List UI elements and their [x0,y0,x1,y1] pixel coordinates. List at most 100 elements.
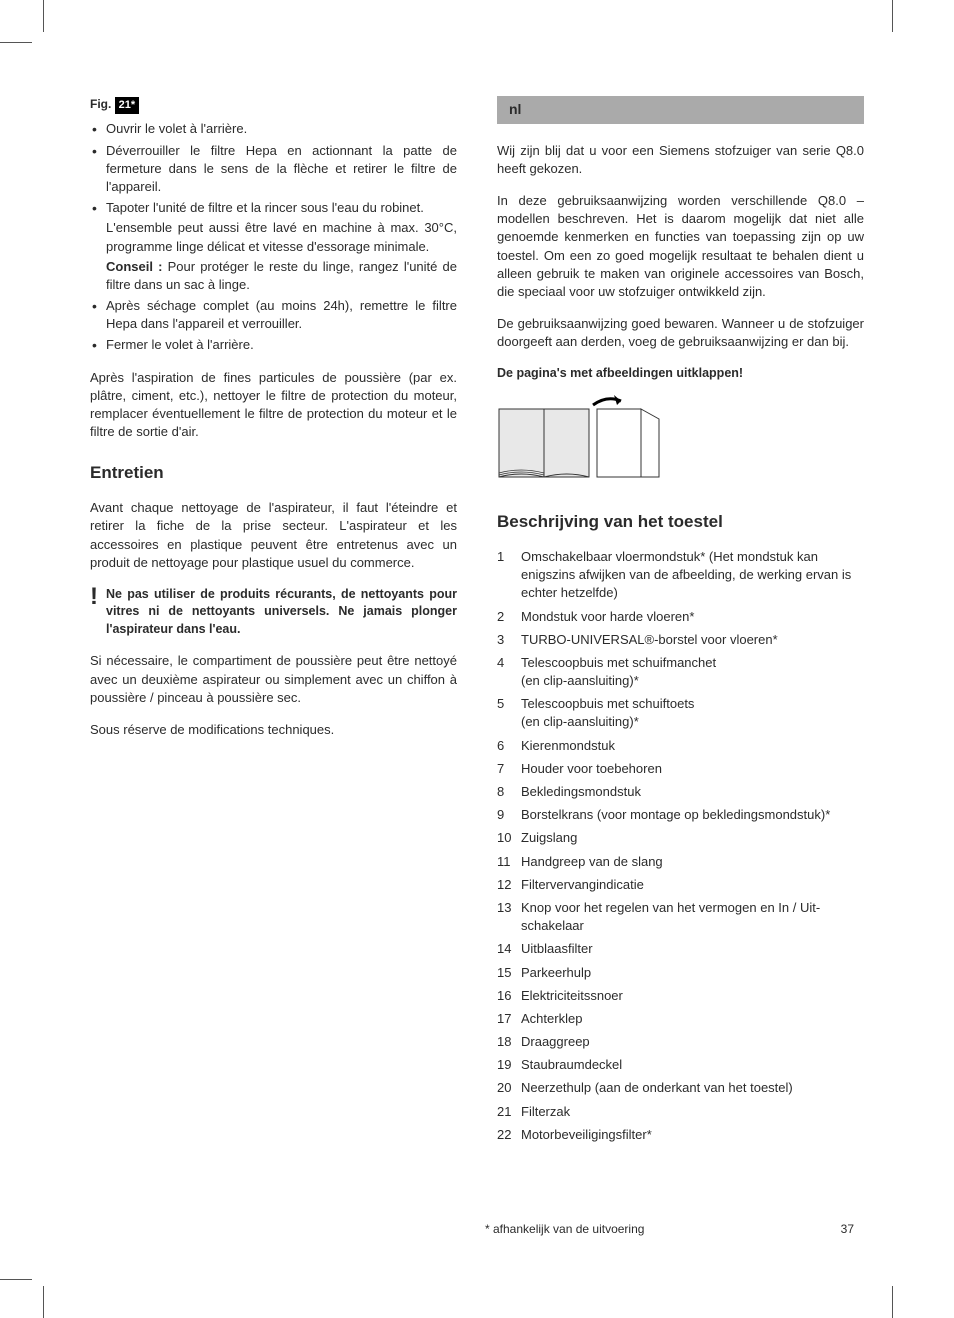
warning-block: ! Ne pas utiliser de produits récurants,… [90,586,457,639]
instruction-item: Ouvrir le volet à l'arrière. [106,120,457,138]
item-text: Zuigslang [521,829,864,847]
item-number: 1 [497,548,521,603]
left-column: Fig. 21* Ouvrir le volet à l'arrière. Dév… [90,96,457,1149]
item-number: 9 [497,806,521,824]
instruction-item: Déverrouiller le filtre Hepa en actionna… [106,142,457,197]
item-number: 2 [497,608,521,626]
item-number: 10 [497,829,521,847]
component-item: 18Draaggreep [497,1033,864,1051]
item-text: Knop voor het regelen van het vermogen e… [521,899,864,935]
crop-mark [0,42,32,43]
right-column: nl Wij zijn blij dat u voor een Siemens … [497,96,864,1149]
item-number: 4 [497,654,521,690]
item-text: Uitblaasfilter [521,940,864,958]
component-item: 4Telescoopbuis met schuifmanchet (en cli… [497,654,864,690]
item-text: TURBO-UNIVERSAL®-borstel voor vloeren* [521,631,864,649]
item-number: 11 [497,853,521,871]
component-item: 14Uitblaasfilter [497,940,864,958]
item-text: Filtervervangindicatie [521,876,864,894]
unfold-diagram [497,391,864,486]
warning-text: Ne pas utiliser de produits récurants, d… [106,586,457,639]
item-text: Parkeerhulp [521,964,864,982]
fig-number-badge: 21* [115,97,140,114]
item-number: 14 [497,940,521,958]
component-item: 22Motorbeveiligingsfilter* [497,1126,864,1144]
page-number: 37 [841,1221,854,1238]
item-number: 17 [497,1010,521,1028]
item-number: 16 [497,987,521,1005]
figure-label: Fig. 21* [90,96,457,114]
item-text: Bekledingsmondstuk [521,783,864,801]
instruction-item: Tapoter l'unité de filtre et la rincer s… [106,199,457,294]
component-item: 13Knop voor het regelen van het vermogen… [497,899,864,935]
item-number: 3 [497,631,521,649]
disclaimer-text: Sous réserve de modifications techniques… [90,721,457,739]
item-text: Achterklep [521,1010,864,1028]
component-item: 16Elektriciteitssnoer [497,987,864,1005]
instruction-list: Ouvrir le volet à l'arrière. Déverrouille… [90,120,457,354]
entretien-paragraph: Si nécessaire, le compartiment de poussi… [90,652,457,707]
item-number: 8 [497,783,521,801]
component-item: 5Telescoopbuis met schuiftoets (en clip-… [497,695,864,731]
section-heading-beschrijving: Beschrijving van het toestel [497,510,864,534]
component-item: 10Zuigslang [497,829,864,847]
section-heading-entretien: Entretien [90,461,457,485]
entretien-paragraph: Avant chaque nettoyage de l'aspirateur, … [90,499,457,572]
item-number: 21 [497,1103,521,1121]
item-text: Telescoopbuis met schuifmanchet (en clip… [521,654,864,690]
instruction-item: Après séchage complet (au moins 24h), re… [106,297,457,333]
item-number: 5 [497,695,521,731]
item-text: Kierenmondstuk [521,737,864,755]
item-number: 13 [497,899,521,935]
component-item: 17Achterklep [497,1010,864,1028]
component-item: 20Neerzethulp (aan de onderkant van het … [497,1079,864,1097]
item-number: 20 [497,1079,521,1097]
item-text: Staubraumdeckel [521,1056,864,1074]
crop-mark [892,0,893,32]
post-bullets-paragraph: Après l'aspiration de fines particules d… [90,369,457,442]
item-number: 15 [497,964,521,982]
item-text: Borstelkrans (voor montage op bekledings… [521,806,864,824]
item-number: 12 [497,876,521,894]
footnote: * afhankelijk van de uitvoering [485,1221,644,1238]
unfold-instruction: De pagina's met afbeeldingen uitklappen! [497,365,864,383]
item-text: Telescoopbuis met schuiftoets (en clip-a… [521,695,864,731]
intro-paragraph: Wij zijn blij dat u voor een Siemens sto… [497,142,864,178]
crop-mark [0,1279,32,1280]
component-item: 1Omschakelbaar vloermondstuk* (Het monds… [497,548,864,603]
item-number: 6 [497,737,521,755]
component-list: 1Omschakelbaar vloermondstuk* (Het monds… [497,548,864,1144]
item-text: Draaggreep [521,1033,864,1051]
fig-prefix: Fig. [90,97,111,111]
conseil-note: Conseil : Pour protéger le reste du ling… [106,258,457,294]
item-text: Omschakelbaar vloermondstuk* (Het mondst… [521,548,864,603]
item-number: 19 [497,1056,521,1074]
item-text: Handgreep van de slang [521,853,864,871]
item-number: 18 [497,1033,521,1051]
item-text: Neerzethulp (aan de onderkant van het to… [521,1079,864,1097]
component-item: 11Handgreep van de slang [497,853,864,871]
component-item: 6Kierenmondstuk [497,737,864,755]
item-text: Houder voor toebehoren [521,760,864,778]
exclamation-icon: ! [90,586,98,639]
intro-paragraph: De gebruiksaanwijzing goed bewaren. Wann… [497,315,864,351]
item-number: 22 [497,1126,521,1144]
intro-paragraph: In deze gebruiksaanwijzing worden versch… [497,192,864,301]
item-text: Motorbeveiligingsfilter* [521,1126,864,1144]
item-number: 7 [497,760,521,778]
component-item: 19Staubraumdeckel [497,1056,864,1074]
instruction-subtext: L'ensemble peut aussi être lavé en machi… [106,219,457,255]
component-item: 9Borstelkrans (voor montage op bekleding… [497,806,864,824]
item-text: Elektriciteitssnoer [521,987,864,1005]
component-item: 2Mondstuk voor harde vloeren* [497,608,864,626]
page-content: Fig. 21* Ouvrir le volet à l'arrière. Dév… [0,0,954,1209]
item-text: Mondstuk voor harde vloeren* [521,608,864,626]
crop-mark [43,0,44,32]
crop-mark [892,1286,893,1318]
crop-mark [43,1286,44,1318]
item-text: Filterzak [521,1103,864,1121]
component-item: 3TURBO-UNIVERSAL®-borstel voor vloeren* [497,631,864,649]
language-header: nl [497,96,864,124]
component-item: 12Filtervervangindicatie [497,876,864,894]
component-item: 21Filterzak [497,1103,864,1121]
